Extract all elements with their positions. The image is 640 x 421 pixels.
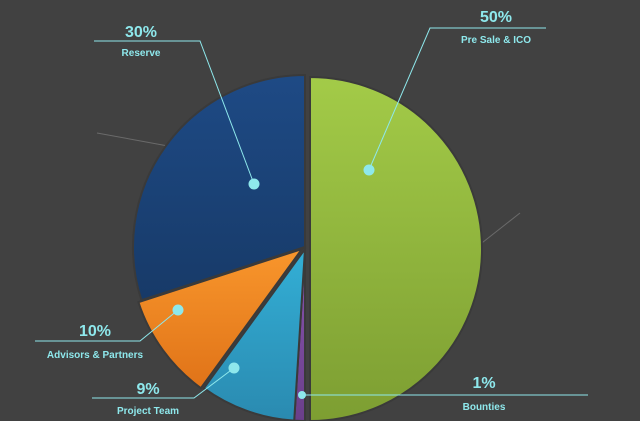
pie-slices: [132, 73, 483, 421]
leader-marker: [248, 178, 260, 190]
slice-name-label: Advisors & Partners: [47, 350, 144, 361]
leader-marker: [298, 391, 306, 399]
slice-pre-sale-ico: [309, 75, 483, 421]
guide-line: [477, 212, 521, 247]
guide-line: [96, 132, 169, 147]
slice-advisors-partners: [137, 247, 305, 390]
slice-percent-label: 9%: [136, 381, 159, 398]
slice-name-label: Project Team: [117, 406, 179, 417]
slice-reserve: [132, 73, 306, 302]
slice-labels: 50% Pre Sale & ICO 1% Bounties 9% Project Tea…: [47, 9, 531, 417]
leader-line: [94, 40, 255, 185]
leader-marker: [228, 362, 240, 374]
slice-name-label: Bounties: [463, 402, 506, 413]
slice-name-label: Pre Sale & ICO: [461, 35, 531, 46]
slice-percent-label: 10%: [79, 323, 111, 340]
leader-marker: [363, 164, 375, 176]
leader-lines: [35, 27, 588, 399]
slice-percent-label: 50%: [480, 9, 512, 26]
leader-line: [35, 309, 179, 342]
slice-percent-label: 1%: [472, 375, 495, 392]
leader-line: [92, 367, 235, 399]
slice-percent-label: 30%: [125, 24, 157, 41]
slice-name-label: Reserve: [122, 48, 161, 59]
leader-line: [368, 27, 546, 171]
leader-marker: [172, 304, 184, 316]
